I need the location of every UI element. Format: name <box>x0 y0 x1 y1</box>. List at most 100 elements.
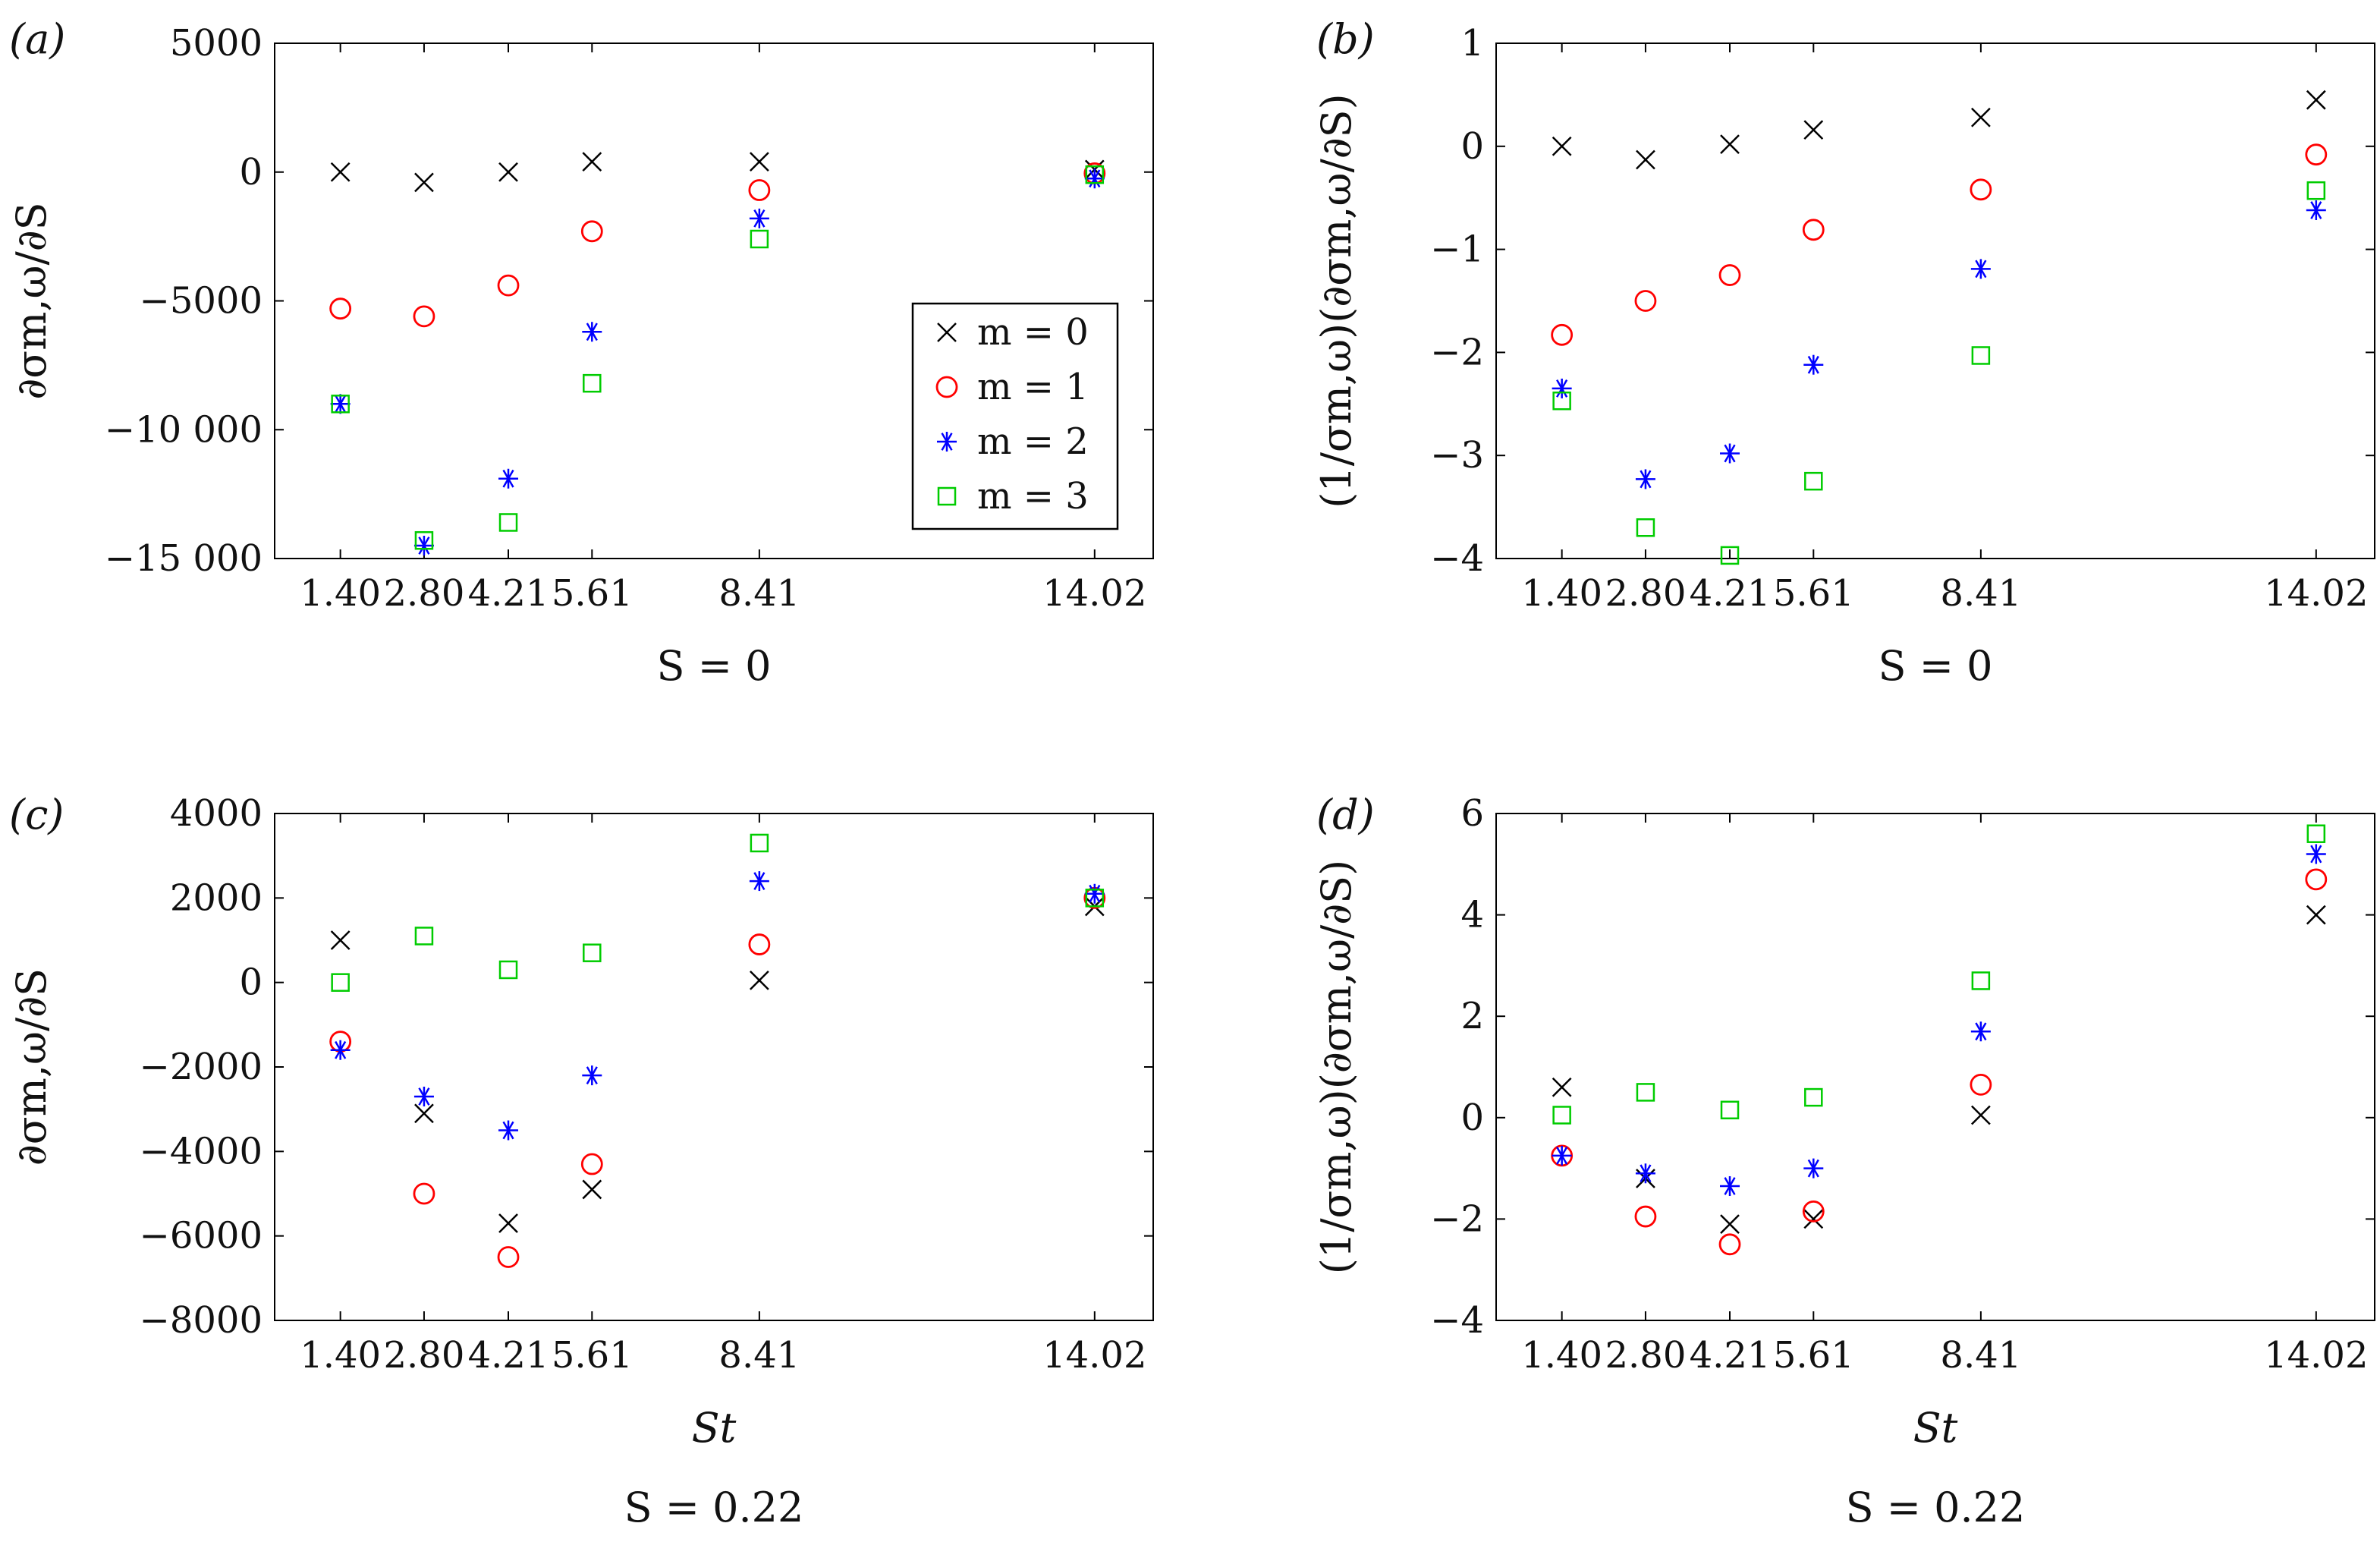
point-m0-2 <box>1720 1214 1740 1234</box>
point-m0-4-stroke2 <box>1970 1105 1991 1125</box>
point-m0-0-stroke2 <box>1552 136 1572 156</box>
point-m0-2-stroke2 <box>498 1213 518 1233</box>
point-m1-2 <box>1718 264 1741 286</box>
x-tick-label: 1.40 <box>300 572 381 615</box>
point-m3-3 <box>1804 1087 1823 1107</box>
point-m0-5-stroke2 <box>2306 905 2326 925</box>
point-m2-5 <box>2306 200 2326 220</box>
x-tick-label: 8.41 <box>1940 572 2021 615</box>
point-m0-3-stroke2 <box>1803 120 1824 140</box>
y-tick-label: 0 <box>239 151 263 194</box>
point-m3-4 <box>1971 971 1991 990</box>
point-m2-5 <box>2306 844 2326 864</box>
point-m3-5 <box>2306 824 2326 843</box>
legend-label-m3: m = 3 <box>977 475 1089 518</box>
legend-label-m0: m = 0 <box>977 311 1089 354</box>
panel-label: (d) <box>1316 791 1375 839</box>
x-tick-label: 5.61 <box>552 572 633 615</box>
point-m1-3 <box>580 1153 603 1175</box>
y-tick-label: −2 <box>1430 1197 1484 1240</box>
point-m0-4-stroke2 <box>749 152 769 172</box>
point-m3-4 <box>750 229 769 249</box>
y-tick-label: 2 <box>1460 995 1484 1037</box>
y-tick-label: −2000 <box>140 1046 263 1088</box>
point-m3-3 <box>583 943 602 962</box>
point-m0-2-stroke2 <box>498 162 518 182</box>
point-m3-0 <box>1552 391 1571 411</box>
y-axis-label: ∂σm,ω/∂S <box>8 202 55 399</box>
x-tick-label: 1.40 <box>300 1334 381 1377</box>
point-m2-3 <box>1803 1158 1824 1179</box>
point-m1-1 <box>1634 290 1657 312</box>
point-m3-0 <box>1552 1106 1571 1125</box>
x-tick-label: 14.02 <box>1042 1334 1146 1377</box>
point-m2-4 <box>1970 259 1991 279</box>
y-tick-label: 1 <box>1460 22 1484 65</box>
y-tick-label: 0 <box>1460 125 1484 168</box>
y-tick-label: 4 <box>1460 894 1484 936</box>
point-m2-4 <box>749 208 769 228</box>
point-m1-4 <box>748 179 771 201</box>
panel-subtitle: S = 0 <box>657 642 772 690</box>
y-tick-label: −10 000 <box>105 408 263 451</box>
point-m3-1 <box>414 927 434 946</box>
point-m0-4 <box>1970 1105 1991 1125</box>
x-tick-label: 5.61 <box>1773 1334 1854 1377</box>
point-m3-1 <box>1636 1083 1655 1102</box>
point-m2-2 <box>1720 1175 1740 1196</box>
x-tick-label: 14.02 <box>2264 572 2368 615</box>
point-m0-3-stroke2 <box>582 152 602 172</box>
point-m1-3 <box>580 220 603 243</box>
panel-subtitle: S = 0 <box>1879 642 1993 690</box>
point-m1-1 <box>413 305 435 328</box>
legend: m = 0 m = 1 m = 2 m = 3 <box>911 302 1119 530</box>
x-tick-label: 8.41 <box>1940 1334 2021 1377</box>
x-tick-label: 8.41 <box>718 1334 800 1377</box>
point-m3-2 <box>1720 1100 1740 1120</box>
x-tick-label: 5.61 <box>1773 572 1854 615</box>
point-m0-2-stroke2 <box>1720 1214 1740 1234</box>
x-tick-label: 4.21 <box>1690 1334 1771 1377</box>
point-m0-4 <box>749 970 769 990</box>
point-m1-5 <box>2305 143 2328 166</box>
point-m0-1 <box>1636 149 1655 170</box>
y-tick-label: 5000 <box>170 22 263 65</box>
point-m2-5 <box>1084 168 1105 189</box>
x-tick-label: 2.80 <box>1605 572 1687 615</box>
point-m0-1 <box>414 1103 434 1124</box>
point-m2-2 <box>498 1120 519 1141</box>
point-m0-3 <box>582 1179 602 1200</box>
y-tick-label: −3 <box>1430 434 1484 477</box>
x-tick-label: 8.41 <box>718 572 800 615</box>
x-tick-label: 2.80 <box>1605 1334 1687 1377</box>
point-m2-4 <box>749 871 769 892</box>
legend-label-m2: m = 2 <box>977 420 1089 463</box>
point-m2-2 <box>498 468 519 489</box>
point-m3-5 <box>1085 889 1105 908</box>
y-tick-label: 2000 <box>170 876 263 919</box>
point-m2-1 <box>1635 1163 1655 1184</box>
point-m0-0 <box>1552 1077 1572 1097</box>
point-m1-1 <box>413 1182 435 1205</box>
point-m2-3 <box>582 1065 602 1086</box>
point-m3-2 <box>1720 546 1740 565</box>
point-m0-5-stroke2 <box>2306 90 2326 110</box>
point-m2-3 <box>1803 354 1824 375</box>
panel-b: 1 0 −1 −2 −3 −4 1.40 2.80 4.21 5.61 8.41 14.02 (b) (1… <box>1313 15 2375 690</box>
point-m3-1 <box>1636 518 1655 537</box>
legend-marker-m0 <box>937 323 957 342</box>
legend-label-m1: m = 1 <box>977 366 1089 408</box>
panel-c: 4000 2000 0 −2000 −4000 −6000 −8000 1.40 2.80 4.2… <box>8 791 1154 1531</box>
point-m1-4 <box>748 933 771 955</box>
point-m0-0-stroke2 <box>1552 1077 1572 1097</box>
y-tick-label: −4 <box>1430 1299 1484 1342</box>
point-m1-4 <box>1970 178 1992 201</box>
panel-subtitle: S = 0.22 <box>1846 1484 2026 1531</box>
legend-box <box>911 302 1119 530</box>
point-m0-1-stroke2 <box>414 1103 434 1124</box>
point-m2-2 <box>1720 443 1740 464</box>
point-m3-2 <box>498 960 518 980</box>
y-tick-label: −1 <box>1430 228 1484 271</box>
point-m3-2 <box>498 513 518 532</box>
point-m1-2 <box>497 1246 520 1268</box>
